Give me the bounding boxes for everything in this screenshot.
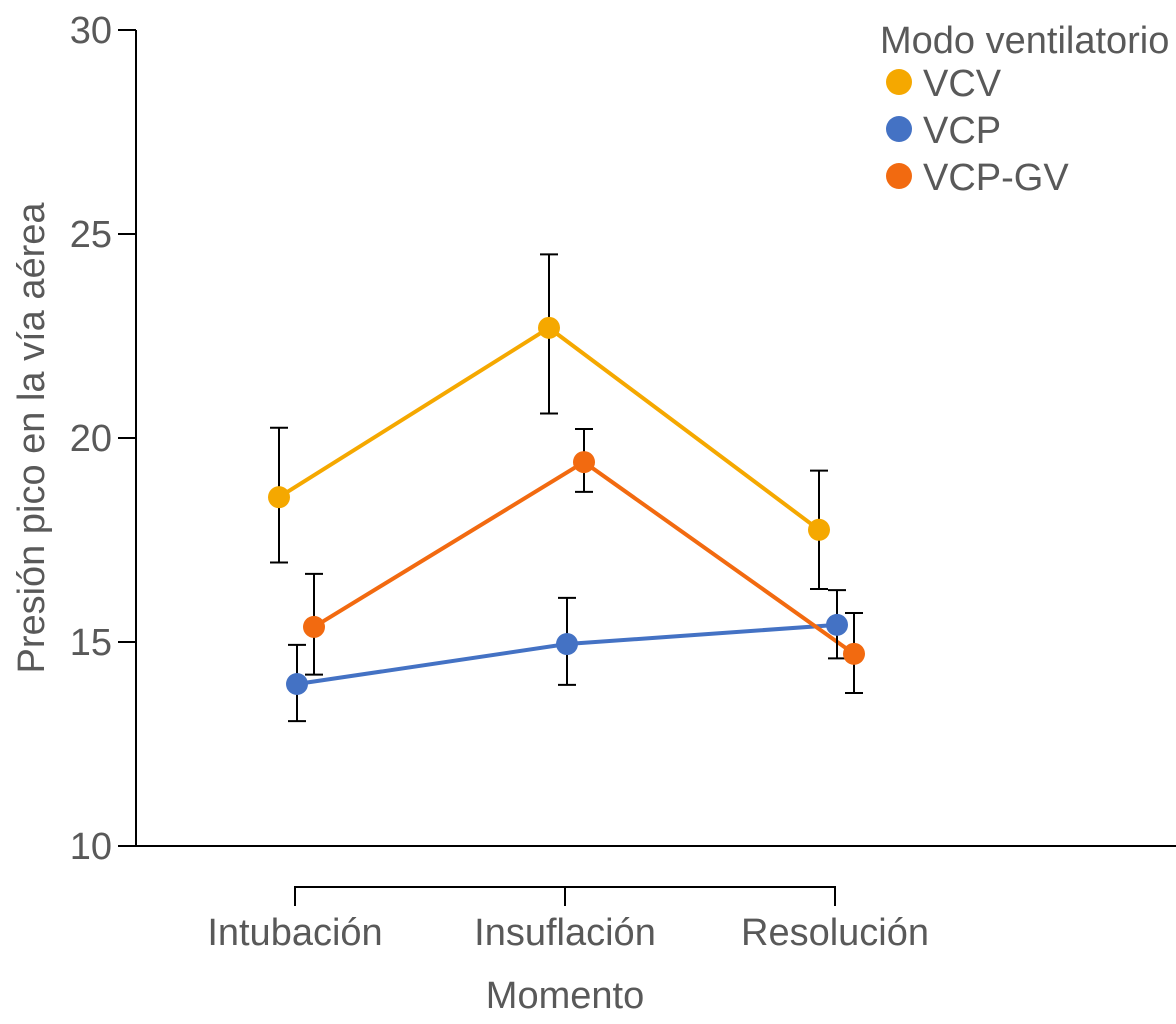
x-category-bracket	[294, 886, 836, 906]
legend-label: VCV	[923, 63, 1002, 105]
data-point-vcv	[268, 486, 290, 509]
y-tick-label: 30	[70, 10, 112, 52]
legend-title: Modo ventilatorio	[880, 20, 1169, 62]
x-tick-label: Intubación	[207, 912, 382, 954]
y-axis-label: Presión pico en la vía aérea	[11, 202, 53, 674]
legend-marker	[886, 116, 912, 142]
data-point-vcp	[826, 613, 848, 636]
y-tick-label: 10	[70, 826, 112, 868]
data-point-vcv	[808, 518, 830, 541]
legend-marker	[886, 69, 912, 95]
data-point-vcp-gv	[573, 451, 595, 474]
y-tick-label: 25	[70, 214, 112, 256]
x-tick-label: Insuflación	[474, 912, 656, 954]
legend-marker	[886, 163, 912, 189]
legend-label: VCP-GV	[923, 157, 1069, 199]
data-point-vcp	[286, 673, 308, 696]
data-point-vcv	[538, 316, 560, 339]
y-tick-label: 15	[70, 622, 112, 664]
x-axis-label: Momento	[486, 975, 644, 1017]
data-point-vcp-gv	[843, 642, 865, 665]
data-point-vcp-gv	[303, 615, 325, 638]
x-tick-label: Resolución	[741, 912, 929, 954]
legend-label: VCP	[923, 110, 1001, 152]
y-tick-label: 20	[70, 418, 112, 460]
data-point-vcp	[556, 633, 578, 656]
